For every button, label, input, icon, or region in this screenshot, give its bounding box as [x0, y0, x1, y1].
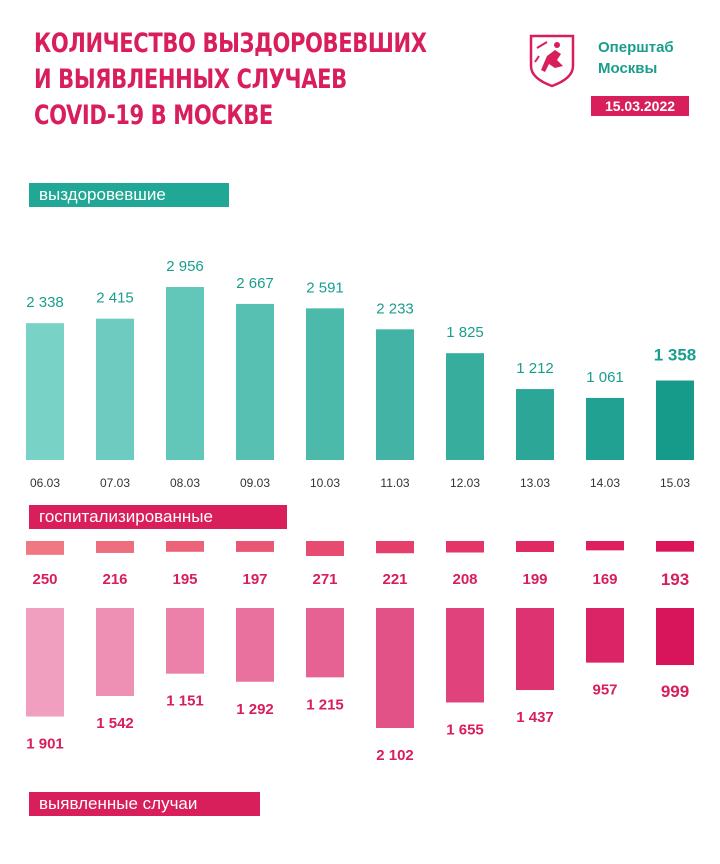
- recovered-value-label: 2 591: [306, 279, 344, 296]
- date-tick-label: 06.03: [30, 476, 60, 490]
- detected-value-label: 1 151: [166, 693, 204, 710]
- date-tick-label: 14.03: [590, 476, 620, 490]
- detected-bar: [586, 608, 624, 663]
- recovered-value-label: 1 825: [446, 324, 484, 341]
- recovered-bar: [96, 318, 134, 460]
- detected-value-label: 1 655: [446, 721, 484, 738]
- recovered-value-label: 2 667: [236, 275, 274, 292]
- hospitalized-bar: [446, 541, 484, 553]
- hospitalized-value-label: 208: [452, 571, 477, 588]
- recovered-bar: [306, 308, 344, 460]
- page-title: КОЛИЧЕСТВО ВЫЗДОРОВЕВШИХ И ВЫЯВЛЕННЫХ СЛ…: [34, 26, 427, 134]
- detected-value-label: 999: [661, 682, 689, 701]
- date-tick-label: 12.03: [450, 476, 480, 490]
- detected-bar: [656, 608, 694, 666]
- recovered-bar: [586, 397, 624, 460]
- org-line-1: Оперштаб: [598, 39, 674, 56]
- recovered-bar: [376, 329, 414, 460]
- recovered-value-label: 1 358: [654, 346, 697, 365]
- hospitalized-bar: [96, 541, 134, 553]
- hospitalized-bar: [516, 541, 554, 553]
- recovered-value-label: 2 415: [96, 290, 134, 307]
- date-tick-label: 11.03: [380, 476, 409, 490]
- detected-bar: [236, 608, 274, 682]
- date-badge: 15.03.2022: [591, 96, 689, 116]
- date-tick-label: 13.03: [520, 476, 550, 490]
- recovered-bar: [26, 323, 64, 460]
- recovered-label: выздоровевшие: [29, 183, 229, 207]
- title-line-2: И ВЫЯВЛЕННЫХ СЛУЧАЕВ: [34, 64, 347, 95]
- detected-value-label: 1 292: [236, 701, 274, 718]
- hospitalized-value-label: 221: [382, 571, 407, 588]
- hospitalized-bar: [166, 541, 204, 552]
- hospitalized-bar: [26, 541, 64, 555]
- date-tick-label: 10.03: [310, 476, 340, 490]
- recovered-bar: [446, 353, 484, 460]
- hospitalized-value-label: 271: [312, 571, 337, 588]
- hospitalized-value-label: 250: [32, 571, 57, 588]
- date-tick-label: 08.03: [170, 476, 200, 490]
- recovered-value-label: 1 061: [586, 369, 624, 386]
- hospitalized-value-label: 169: [592, 571, 617, 588]
- detected-bar: [166, 608, 204, 674]
- hospitalized-value-label: 199: [522, 571, 547, 588]
- hospitalized-bar: [376, 541, 414, 554]
- hospitalized-value-label: 216: [102, 571, 127, 588]
- detected-value-label: 2 102: [376, 747, 414, 764]
- recovered-value-label: 2 233: [376, 300, 414, 317]
- recovered-bar: [236, 303, 274, 460]
- recovered-value-label: 2 338: [26, 294, 64, 311]
- recovered-value-label: 1 212: [516, 360, 554, 377]
- hospitalized-bar: [236, 541, 274, 552]
- title-line-3: COVID-19 В МОСКВЕ: [34, 100, 273, 131]
- detected-label: выявленные случаи: [29, 792, 260, 816]
- date-tick-label: 07.03: [100, 476, 130, 490]
- hospitalized-value-label: 197: [242, 571, 267, 588]
- org-name: Оперштаб Москвы: [598, 37, 674, 79]
- detected-value-label: 1 437: [516, 709, 554, 726]
- hospitalized-bar: [656, 541, 694, 552]
- detected-value-label: 1 901: [26, 736, 64, 753]
- date-tick-label: 15.03: [660, 476, 690, 490]
- detected-bar: [446, 608, 484, 703]
- hospitalized-label: госпитализированные: [29, 505, 287, 529]
- date-tick-label: 09.03: [240, 476, 270, 490]
- recovered-bar: [166, 287, 204, 460]
- hospitalized-bar: [306, 541, 344, 556]
- hospitalized-value-label: 195: [172, 571, 197, 588]
- hospitalized-bar: [586, 541, 624, 551]
- detected-bar: [26, 608, 64, 717]
- moscow-coat-of-arms-icon: [527, 32, 583, 93]
- recovered-value-label: 2 956: [166, 258, 204, 275]
- recovered-bar: [516, 389, 554, 460]
- title-line-1: КОЛИЧЕСТВО ВЫЗДОРОВЕВШИХ: [34, 28, 427, 59]
- detected-value-label: 1 542: [96, 715, 134, 732]
- detected-bar: [96, 608, 134, 697]
- org-line-2: Москвы: [598, 60, 658, 77]
- hospitalized-value-label: 193: [661, 570, 689, 589]
- detected-bar: [516, 608, 554, 691]
- detected-bar: [306, 608, 344, 678]
- recovered-bar: [656, 380, 694, 460]
- detected-value-label: 957: [592, 682, 617, 699]
- detected-bar: [376, 608, 414, 728]
- detected-value-label: 1 215: [306, 696, 344, 713]
